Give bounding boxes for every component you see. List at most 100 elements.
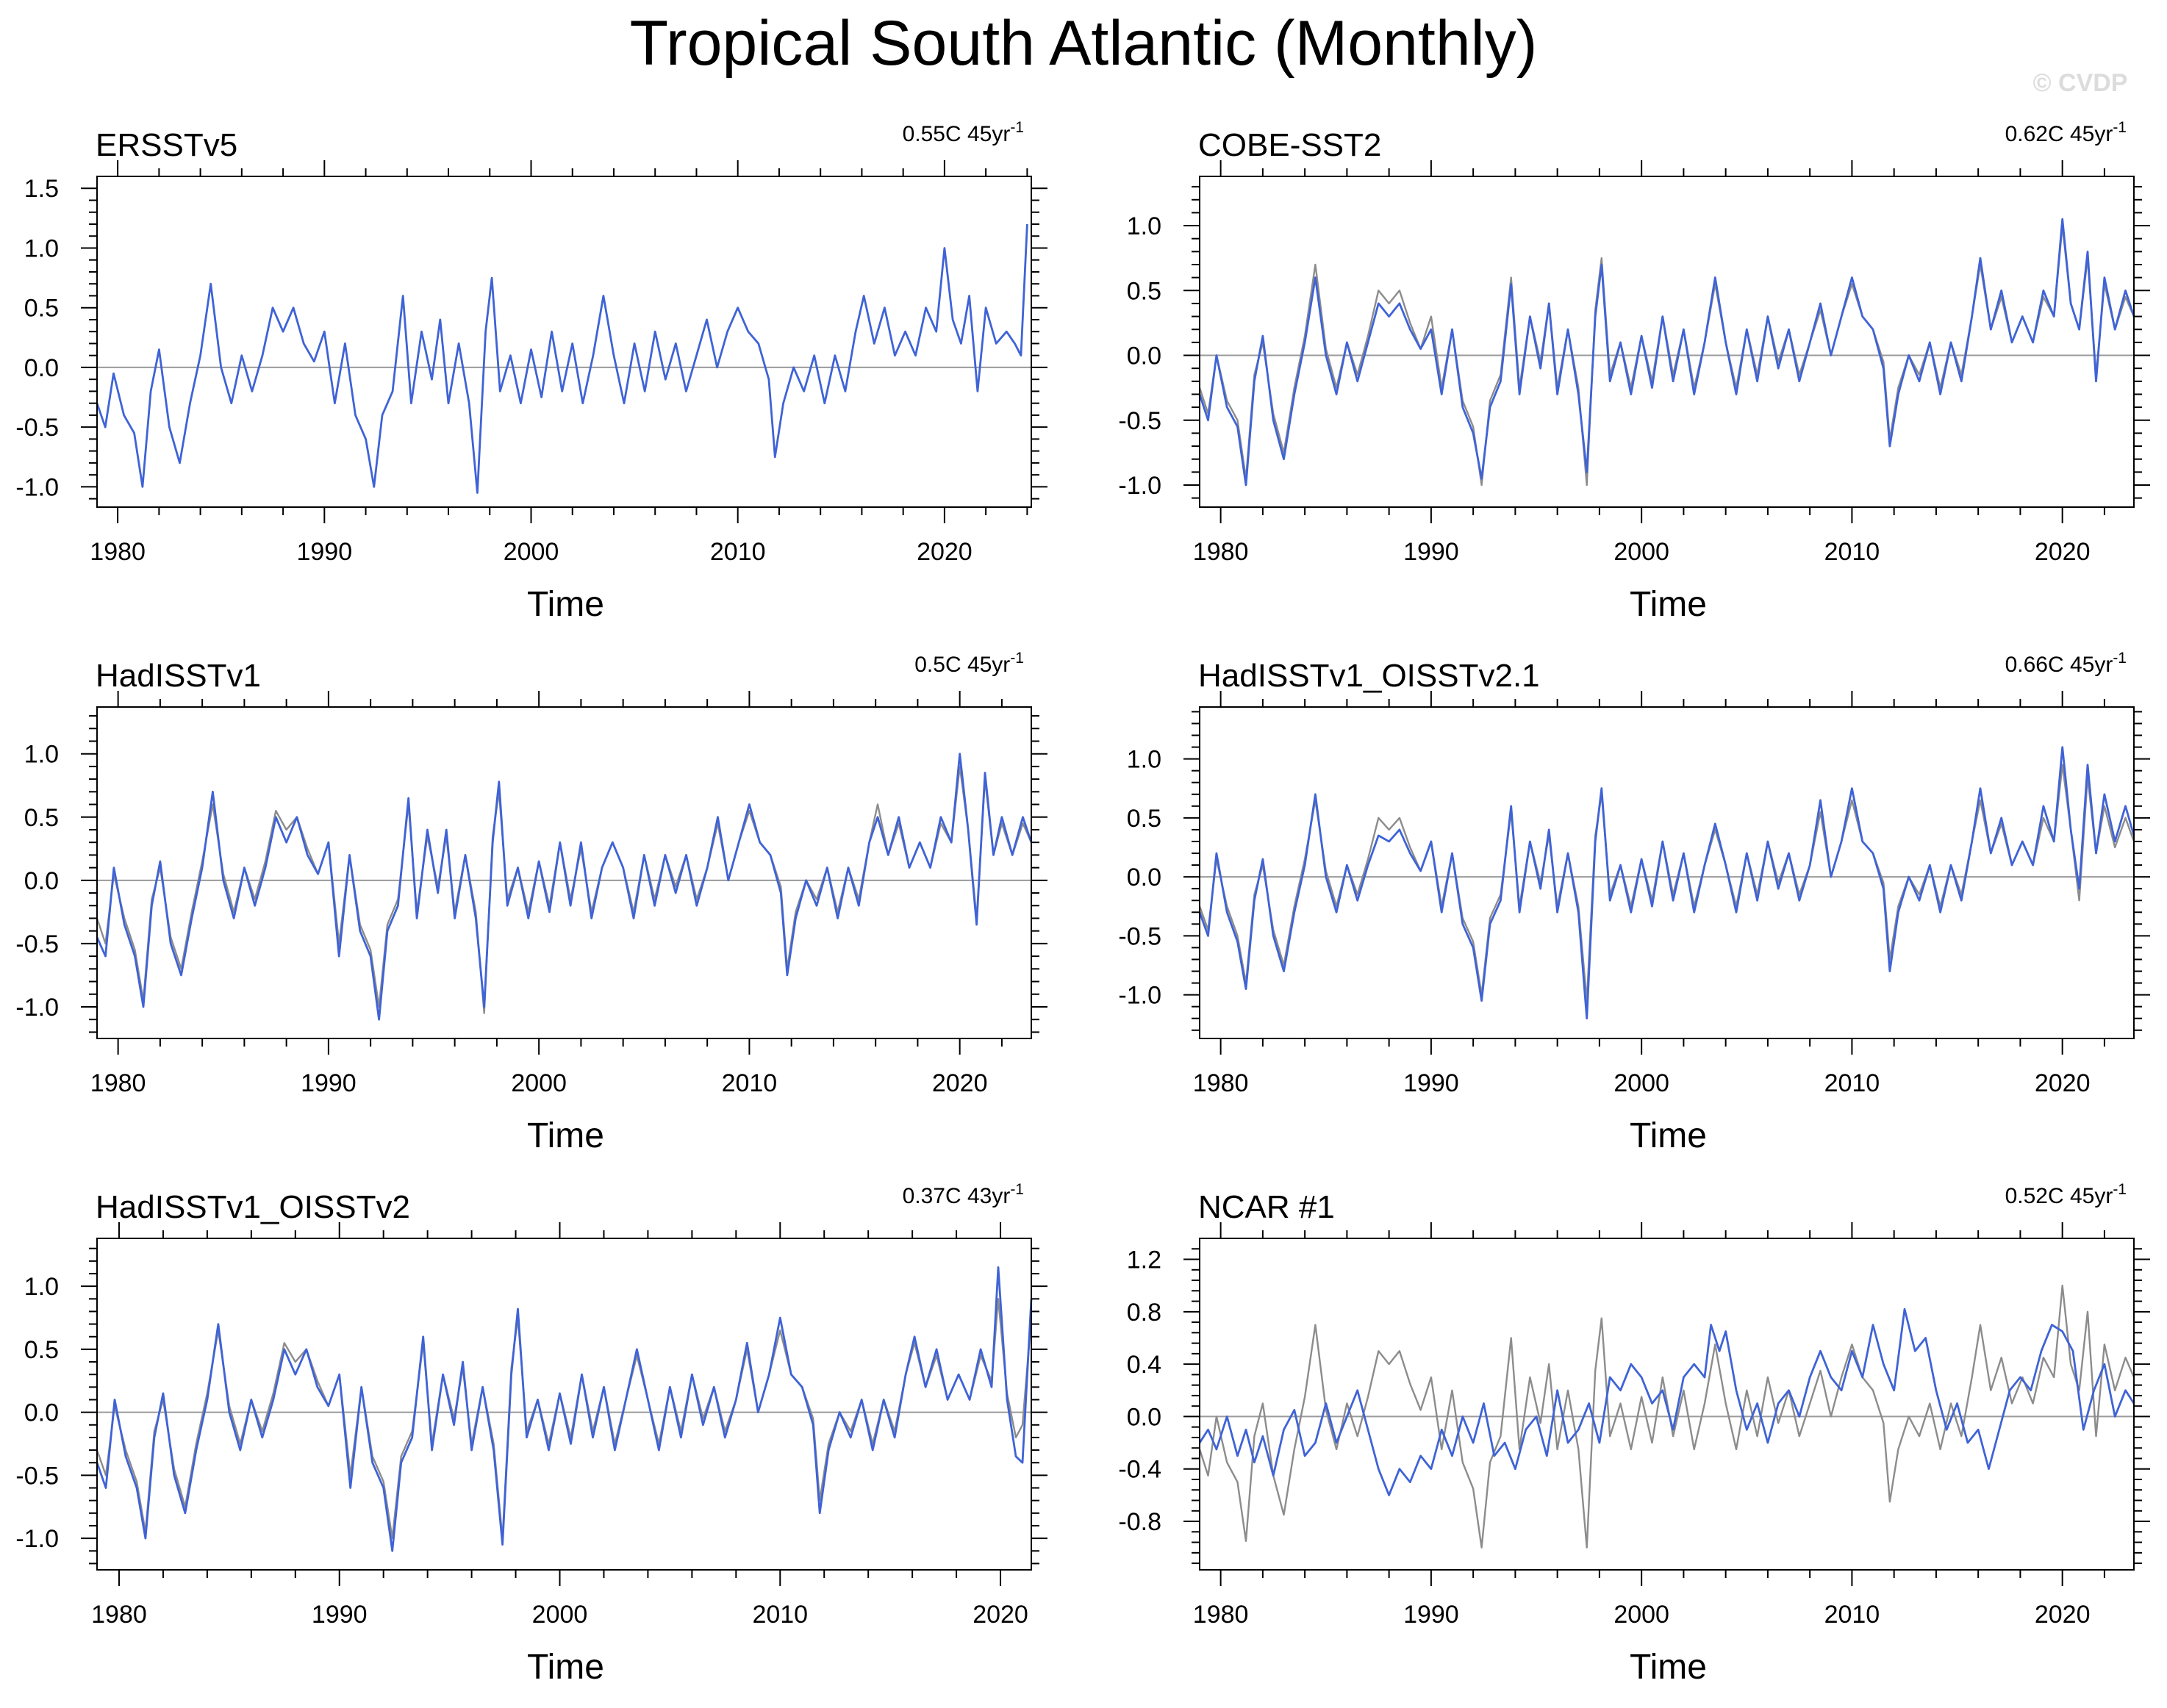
plot-frame [1199, 706, 2135, 1039]
x-tick-label: 1990 [1403, 538, 1459, 566]
x-axis-label: Time [1630, 585, 1707, 624]
y-tick-label: 1.0 [24, 1273, 59, 1301]
y-tick-label: 0.0 [24, 354, 59, 382]
y-tick-label: 0.5 [1127, 805, 1161, 833]
trend-label: 0.52C 45yr-1 [2005, 1181, 2127, 1208]
panel-title: ERSSTv5 [96, 127, 237, 163]
y-tick-label: -0.5 [1118, 407, 1161, 435]
panel-1: 1980 1990 2000 2010 2020 -1.0 -0.5 0.0 0.5 1.0 COB… [1118, 119, 2150, 624]
y-tick-label: 1.0 [1127, 212, 1161, 240]
panel-title: NCAR #1 [1198, 1189, 1335, 1225]
y-tick-label: 0.5 [24, 1336, 59, 1364]
plot-frame [1199, 1238, 2135, 1571]
y-tick-label: -0.5 [15, 930, 59, 958]
trend-label: 0.66C 45yr-1 [2005, 650, 2127, 677]
y-tick-label: -1.0 [15, 473, 59, 501]
x-tick-label: 2020 [917, 538, 973, 566]
panel-title: HadISSTv1 [96, 658, 261, 694]
x-tick-label: 2010 [722, 1069, 778, 1097]
panel-5: 1980 1990 2000 2010 2020 -0.8 -0.4 0.0 0.4 0.8 1.2… [1118, 1181, 2150, 1687]
x-tick-label: 1980 [1193, 1601, 1249, 1629]
y-tick-label: 0.0 [1127, 864, 1161, 891]
x-tick-label: 1990 [301, 1069, 357, 1097]
trend-label: 0.55C 45yr-1 [903, 119, 1024, 146]
x-tick-label: 2000 [1613, 1069, 1669, 1097]
y-tick-label: -0.4 [1118, 1456, 1161, 1484]
y-tick-label: -1.0 [1118, 982, 1161, 1010]
plot-frame [96, 176, 1032, 508]
y-tick-label: 1.0 [24, 234, 59, 262]
reference-series-line [1198, 1284, 2135, 1549]
x-tick-label: 2010 [1824, 538, 1880, 566]
plot-frame [96, 706, 1032, 1039]
x-tick-label: 2000 [532, 1601, 588, 1629]
x-tick-label: 1990 [312, 1601, 368, 1629]
reference-series-line [96, 765, 1033, 1014]
x-tick-label: 2020 [2035, 538, 2091, 566]
y-tick-label: 0.0 [1127, 1403, 1161, 1431]
y-tick-label: 0.5 [24, 804, 59, 832]
panel-title: COBE-SST2 [1198, 127, 1381, 163]
y-tick-label: -1.0 [1118, 472, 1161, 500]
x-tick-label: 1990 [296, 538, 352, 566]
panel-2: 1980 1990 2000 2010 2020 -1.0 -0.5 0.0 0.5 1.0 Had… [15, 650, 1047, 1155]
y-tick-label: -0.5 [15, 1462, 59, 1490]
x-tick-label: 2000 [511, 1069, 567, 1097]
x-axis-label: Time [527, 1648, 604, 1687]
reference-series-line [96, 1298, 1033, 1540]
panel-title: HadISSTv1_OISSTv2 [96, 1189, 410, 1225]
x-tick-label: 2020 [973, 1601, 1028, 1629]
x-axis-label: Time [1630, 1648, 1707, 1687]
x-tick-label: 2000 [1613, 538, 1669, 566]
figure-title: Tropical South Atlantic (Monthly) [629, 8, 1538, 79]
y-tick-label: 1.2 [1127, 1246, 1161, 1274]
dataset-series-line [1198, 218, 2135, 487]
x-axis-label: Time [1630, 1116, 1707, 1155]
y-tick-label: -1.0 [15, 1525, 59, 1553]
y-tick-label: -0.5 [1118, 922, 1161, 950]
y-tick-label: 0.5 [1127, 277, 1161, 305]
reference-series-line [1198, 764, 2135, 1002]
x-tick-label: 1980 [90, 1069, 146, 1097]
x-tick-label: 2020 [2035, 1069, 2091, 1097]
x-tick-label: 1980 [1193, 1069, 1249, 1097]
trend-label: 0.5C 45yr-1 [914, 650, 1024, 677]
x-tick-label: 1990 [1403, 1069, 1459, 1097]
y-tick-label: 0.0 [24, 867, 59, 895]
y-tick-label: 1.0 [1127, 746, 1161, 774]
x-tick-label: 1990 [1403, 1601, 1459, 1629]
x-tick-label: 2010 [1824, 1601, 1880, 1629]
dataset-series-line [96, 753, 1033, 1021]
y-tick-label: 0.0 [1127, 342, 1161, 370]
x-tick-label: 2020 [932, 1069, 988, 1097]
x-tick-label: 2010 [1824, 1069, 1880, 1097]
dataset-series-line [96, 223, 1028, 494]
y-tick-label: 0.4 [1127, 1351, 1161, 1379]
x-tick-label: 2010 [710, 538, 766, 566]
y-tick-label: 0.8 [1127, 1299, 1161, 1327]
y-tick-label: 0.5 [24, 295, 59, 323]
y-tick-label: 1.5 [24, 175, 59, 203]
y-tick-label: 0.0 [24, 1399, 59, 1427]
dataset-series-line [96, 1266, 1033, 1552]
x-tick-label: 2000 [1613, 1601, 1669, 1629]
panel-0: 1980 1990 2000 2010 2020 -1.0 -0.5 0.0 0.5 1.0 1.5… [15, 119, 1047, 624]
plot-frame [96, 1238, 1032, 1571]
x-axis-label: Time [527, 585, 604, 624]
y-tick-label: -0.8 [1118, 1508, 1161, 1536]
trend-label: 0.62C 45yr-1 [2005, 119, 2127, 146]
x-tick-label: 2000 [504, 538, 559, 566]
dataset-series-line [1198, 1307, 2135, 1496]
x-axis-label: Time [527, 1116, 604, 1155]
x-tick-label: 1980 [1193, 538, 1249, 566]
x-tick-label: 2020 [2035, 1601, 2091, 1629]
y-tick-label: -0.5 [15, 414, 59, 442]
y-tick-label: 1.0 [24, 741, 59, 769]
panel-title: HadISSTv1_OISSTv2.1 [1198, 658, 1540, 694]
y-tick-label: -1.0 [15, 994, 59, 1022]
x-tick-label: 1980 [90, 538, 146, 566]
trend-label: 0.37C 43yr-1 [903, 1181, 1024, 1208]
cvdp-watermark: © CVDP [2032, 69, 2128, 97]
dataset-series-line [1198, 746, 2135, 1020]
